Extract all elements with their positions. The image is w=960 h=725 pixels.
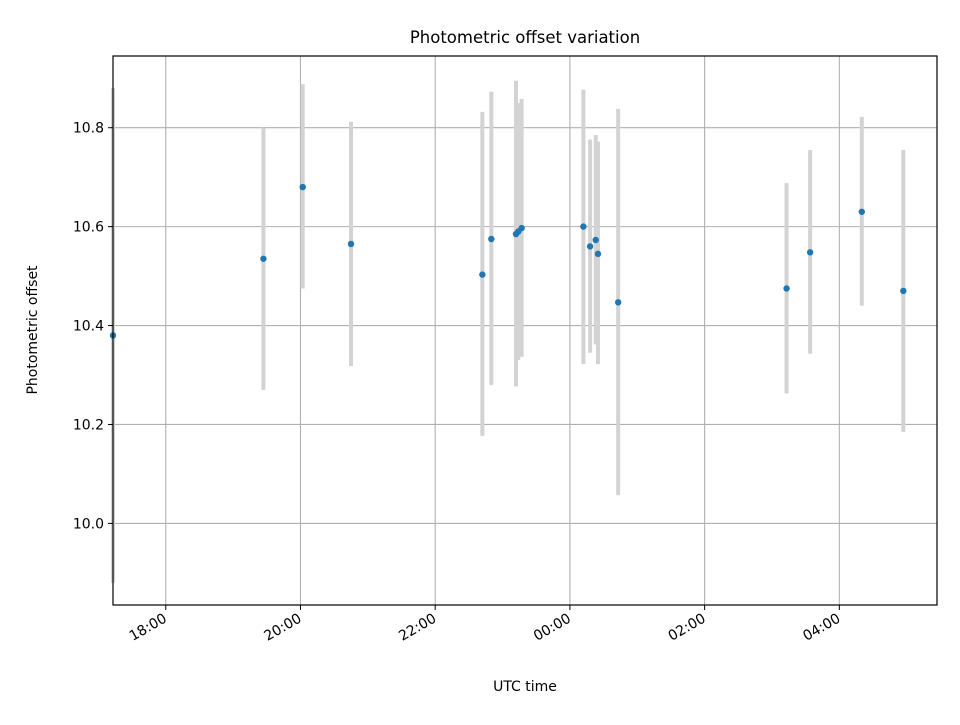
y-tick-label: 10.0 [73, 516, 104, 532]
data-point [592, 236, 599, 244]
y-axis-ticks: 10.0 10.2 10.4 10.6 10.8 [73, 121, 113, 532]
data-point [479, 271, 486, 278]
data-point [783, 285, 790, 292]
data-point [900, 287, 907, 295]
plot-frame [112, 55, 938, 606]
data-point [518, 224, 525, 232]
y-tick-label: 10.4 [73, 319, 104, 335]
y-tick-label: 10.8 [73, 121, 104, 137]
x-axis-label: UTC time [493, 679, 557, 695]
data-point [488, 235, 495, 243]
data-points [109, 183, 907, 339]
data-point [594, 250, 602, 258]
y-tick-label: 10.6 [73, 220, 104, 236]
data-point [614, 299, 622, 306]
y-tick-label: 10.2 [73, 417, 104, 433]
grid-lines [113, 56, 937, 605]
data-point [299, 183, 306, 191]
data-point [586, 243, 594, 250]
chart-title: Photometric offset variation [410, 28, 640, 47]
y-axis-label: Photometric offset [25, 265, 41, 395]
data-point [806, 249, 814, 256]
data-point [347, 240, 355, 248]
data-point [858, 208, 865, 215]
data-point [260, 255, 267, 262]
data-point [580, 223, 587, 230]
